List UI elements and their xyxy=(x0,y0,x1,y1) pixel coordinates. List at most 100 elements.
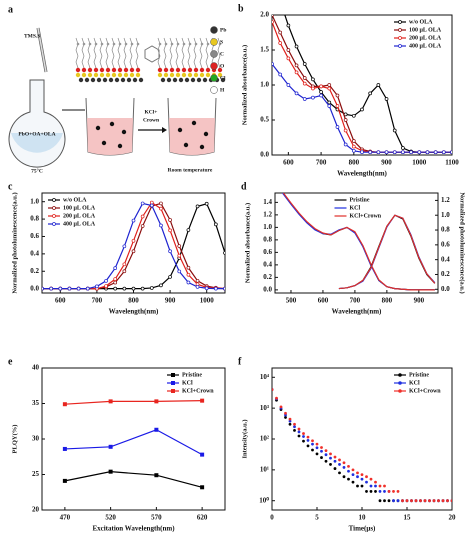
marker xyxy=(327,86,332,91)
point xyxy=(383,490,386,493)
marker xyxy=(327,100,332,105)
nanocrystal-cartoon xyxy=(75,37,226,83)
marker xyxy=(360,150,364,155)
point xyxy=(378,484,382,488)
point xyxy=(338,463,341,466)
point xyxy=(387,490,391,493)
marker xyxy=(149,203,154,208)
legend-label: 400 μL OLA xyxy=(409,43,442,49)
additive: KCl+ xyxy=(145,109,158,115)
atom xyxy=(90,77,96,83)
legend-marker xyxy=(398,36,402,40)
atom-swatch xyxy=(210,62,218,70)
atom xyxy=(181,72,187,78)
x-axis-label: Wavelength(nm) xyxy=(337,170,387,178)
marker xyxy=(108,399,113,404)
y-tick-label: 1.0 xyxy=(260,81,269,89)
y-tick-label: 10¹ xyxy=(260,465,269,473)
atom xyxy=(135,72,141,78)
marker xyxy=(195,204,200,209)
point xyxy=(351,468,355,472)
atom xyxy=(194,42,198,46)
point xyxy=(306,444,310,448)
atom xyxy=(94,42,98,46)
marker xyxy=(104,284,108,288)
point xyxy=(275,396,278,400)
point xyxy=(378,490,382,493)
atom xyxy=(193,67,199,73)
marker xyxy=(154,399,159,404)
point xyxy=(347,464,350,468)
marker xyxy=(223,251,225,255)
point xyxy=(365,480,368,484)
atom xyxy=(117,67,123,73)
y-tick-label: 10⁴ xyxy=(260,373,270,381)
marker xyxy=(319,84,323,89)
atom-swatch xyxy=(210,26,218,34)
marker xyxy=(140,214,145,219)
point xyxy=(396,490,400,493)
marker xyxy=(311,95,315,100)
atom xyxy=(87,72,93,78)
atom xyxy=(220,77,226,83)
legend-label: 400 μL OLA xyxy=(63,221,96,227)
x-tick-label: 500 xyxy=(286,297,297,305)
atom xyxy=(105,67,111,73)
marker xyxy=(200,398,205,403)
atom xyxy=(93,67,99,73)
marker xyxy=(286,48,291,52)
atom xyxy=(136,42,140,46)
atom xyxy=(175,72,181,78)
marker xyxy=(272,20,274,24)
additive: Crown xyxy=(143,117,159,123)
y2-tick-label: 0.2 xyxy=(441,270,450,278)
atom xyxy=(164,42,168,46)
x-axis-label: Time(μs) xyxy=(349,525,376,533)
x-tick-label: 520 xyxy=(105,514,116,522)
point xyxy=(297,427,301,431)
marker xyxy=(433,150,438,155)
y-tick-label: 0.6 xyxy=(30,232,39,240)
y2-tick-label: 1.0 xyxy=(441,211,450,219)
marker xyxy=(140,286,145,291)
y-tick-label: 0.6 xyxy=(263,248,272,256)
x-tick-label: 5 xyxy=(315,514,319,522)
point xyxy=(311,442,314,446)
atom xyxy=(129,67,135,73)
marker xyxy=(343,142,348,147)
x-tick-label: 600 xyxy=(55,297,66,305)
marker xyxy=(319,90,323,94)
point xyxy=(369,484,373,488)
y-tick-label: 0.4 xyxy=(30,249,39,257)
marker xyxy=(335,125,340,129)
point xyxy=(306,439,310,442)
x-tick-label: 620 xyxy=(197,514,208,522)
series-line xyxy=(64,400,203,405)
x-tick-label: 900 xyxy=(165,297,176,305)
point xyxy=(324,459,328,463)
y-tick-label: 1.0 xyxy=(30,197,39,205)
point xyxy=(288,419,292,423)
series-line xyxy=(64,429,203,456)
marker xyxy=(286,56,291,61)
atom xyxy=(108,77,114,83)
chart: d 0.0 0.2 0.4 0.6 0.8 1.0 1.2 1.4 0.0 0.2 0.4 0.6 0.8… xyxy=(241,181,466,315)
point xyxy=(396,499,400,503)
atom xyxy=(188,42,192,46)
point xyxy=(311,448,314,452)
atom xyxy=(157,67,163,73)
marker xyxy=(425,150,430,155)
atom xyxy=(105,72,111,78)
atom xyxy=(205,67,211,73)
marker xyxy=(401,146,405,150)
point xyxy=(302,439,305,443)
point xyxy=(320,446,323,449)
point xyxy=(297,430,301,434)
legend-label: Pristine xyxy=(350,197,370,203)
atom-name: H xyxy=(220,87,225,93)
plot-frame xyxy=(274,192,439,294)
legend-marker xyxy=(398,20,402,24)
marker xyxy=(76,286,81,291)
legend-marker xyxy=(52,198,56,202)
reagent: TMS.S xyxy=(24,33,40,39)
